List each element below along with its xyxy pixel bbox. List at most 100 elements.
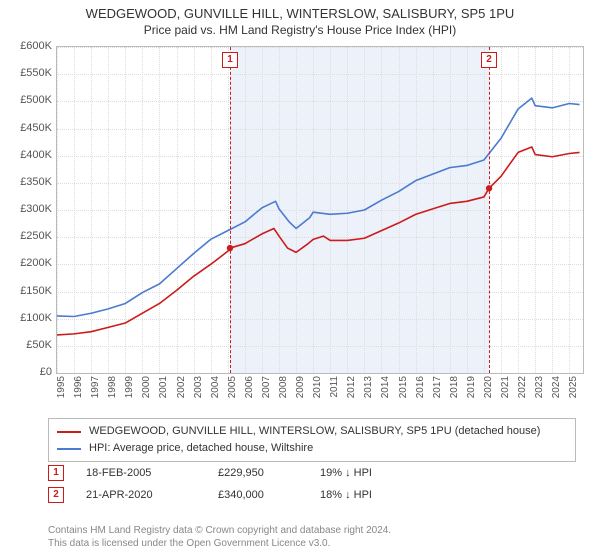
x-tick-label: 1995 — [56, 376, 67, 398]
x-tick: 2013 — [363, 372, 364, 410]
x-tick: 2025 — [568, 372, 569, 410]
plot-area — [56, 46, 584, 374]
event-row-delta: 18% ↓ HPI — [320, 489, 420, 501]
x-tick: 2000 — [141, 372, 142, 410]
event-row-date: 21-APR-2020 — [86, 489, 196, 501]
x-tick: 2010 — [312, 372, 313, 410]
y-tick-label: £550K — [10, 67, 52, 79]
y-tick-label: £450K — [10, 122, 52, 134]
legend-label: HPI: Average price, detached house, Wilt… — [89, 440, 313, 457]
x-tick-label: 2009 — [295, 376, 306, 398]
event-badge: 2 — [481, 52, 497, 68]
series-line-property — [57, 147, 580, 335]
x-tick-label: 2015 — [398, 376, 409, 398]
x-tick: 2008 — [278, 372, 279, 410]
x-tick: 2019 — [466, 372, 467, 410]
event-row-date: 18-FEB-2005 — [86, 467, 196, 479]
x-tick-label: 2010 — [312, 376, 323, 398]
x-tick: 2018 — [449, 372, 450, 410]
x-tick-label: 2018 — [449, 376, 460, 398]
x-tick: 2004 — [210, 372, 211, 410]
x-tick-label: 2002 — [176, 376, 187, 398]
x-tick: 1997 — [90, 372, 91, 410]
event-line — [489, 47, 490, 373]
y-tick-label: £600K — [10, 40, 52, 52]
x-tick: 2016 — [415, 372, 416, 410]
chart-container: WEDGEWOOD, GUNVILLE HILL, WINTERSLOW, SA… — [0, 0, 600, 560]
x-tick: 2011 — [329, 372, 330, 410]
x-tick-label: 2025 — [568, 376, 579, 398]
x-tick: 2001 — [158, 372, 159, 410]
y-tick-label: £200K — [10, 257, 52, 269]
x-tick-label: 2001 — [158, 376, 169, 398]
y-tick-label: £400K — [10, 149, 52, 161]
footer-line-2: This data is licensed under the Open Gov… — [48, 537, 558, 550]
x-tick-label: 2016 — [415, 376, 426, 398]
y-tick-label: £0 — [10, 366, 52, 378]
y-tick-label: £150K — [10, 285, 52, 297]
x-tick: 2023 — [534, 372, 535, 410]
x-tick-label: 2017 — [432, 376, 443, 398]
x-tick: 1996 — [73, 372, 74, 410]
x-tick-label: 2005 — [227, 376, 238, 398]
x-tick: 1999 — [124, 372, 125, 410]
x-tick-label: 2019 — [466, 376, 477, 398]
legend-row: WEDGEWOOD, GUNVILLE HILL, WINTERSLOW, SA… — [57, 423, 567, 440]
y-tick-label: £100K — [10, 312, 52, 324]
event-row-delta: 19% ↓ HPI — [320, 467, 420, 479]
x-tick-label: 2020 — [483, 376, 494, 398]
x-tick: 2006 — [244, 372, 245, 410]
series-svg — [57, 47, 583, 373]
x-tick: 1995 — [56, 372, 57, 410]
x-tick-label: 2000 — [141, 376, 152, 398]
x-tick-label: 2006 — [244, 376, 255, 398]
series-line-hpi — [57, 98, 580, 316]
x-tick-label: 2022 — [517, 376, 528, 398]
x-tick-label: 2012 — [346, 376, 357, 398]
x-tick-label: 2014 — [380, 376, 391, 398]
x-tick-label: 2013 — [363, 376, 374, 398]
x-tick: 2005 — [227, 372, 228, 410]
y-tick-label: £300K — [10, 203, 52, 215]
x-tick-label: 2023 — [534, 376, 545, 398]
x-tick: 2012 — [346, 372, 347, 410]
x-tick-label: 2003 — [193, 376, 204, 398]
x-tick: 2007 — [261, 372, 262, 410]
x-tick: 2014 — [380, 372, 381, 410]
chart-title: WEDGEWOOD, GUNVILLE HILL, WINTERSLOW, SA… — [0, 6, 600, 21]
x-tick-label: 2007 — [261, 376, 272, 398]
x-tick-label: 2011 — [329, 376, 340, 398]
events-table: 118-FEB-2005£229,95019% ↓ HPI221-APR-202… — [48, 462, 558, 506]
chart-canvas: £0 £50K £100K £150K £200K £250K £300K £350K £400… — [10, 40, 590, 410]
x-tick-label: 2008 — [278, 376, 289, 398]
event-row: 221-APR-2020£340,00018% ↓ HPI — [48, 484, 558, 506]
x-tick: 2003 — [193, 372, 194, 410]
x-tick-label: 1998 — [107, 376, 118, 398]
y-tick-label: £50K — [10, 339, 52, 351]
y-tick-label: £250K — [10, 230, 52, 242]
event-line — [230, 47, 231, 373]
x-tick-label: 2004 — [210, 376, 221, 398]
x-tick: 2022 — [517, 372, 518, 410]
x-tick: 2024 — [551, 372, 552, 410]
legend-swatch — [57, 431, 81, 433]
event-row-marker: 1 — [48, 465, 64, 481]
x-tick-label: 2024 — [551, 376, 562, 398]
x-tick: 2021 — [500, 372, 501, 410]
legend-row: HPI: Average price, detached house, Wilt… — [57, 440, 567, 457]
x-tick: 2020 — [483, 372, 484, 410]
event-badge: 1 — [222, 52, 238, 68]
y-tick-label: £350K — [10, 176, 52, 188]
x-tick: 2015 — [398, 372, 399, 410]
chart-subtitle: Price paid vs. HM Land Registry's House … — [0, 23, 600, 37]
x-tick-label: 1997 — [90, 376, 101, 398]
event-row-price: £229,950 — [218, 467, 298, 479]
footer-attribution: Contains HM Land Registry data © Crown c… — [48, 524, 558, 550]
event-row: 1 18-FEB-2005 £229,950 19% ↓ HPI — [48, 462, 558, 484]
legend-label: WEDGEWOOD, GUNVILLE HILL, WINTERSLOW, SA… — [89, 423, 540, 440]
event-row-price: £340,000 — [218, 489, 298, 501]
x-tick: 2017 — [432, 372, 433, 410]
x-tick: 2009 — [295, 372, 296, 410]
y-tick-label: £500K — [10, 94, 52, 106]
x-tick: 2002 — [176, 372, 177, 410]
